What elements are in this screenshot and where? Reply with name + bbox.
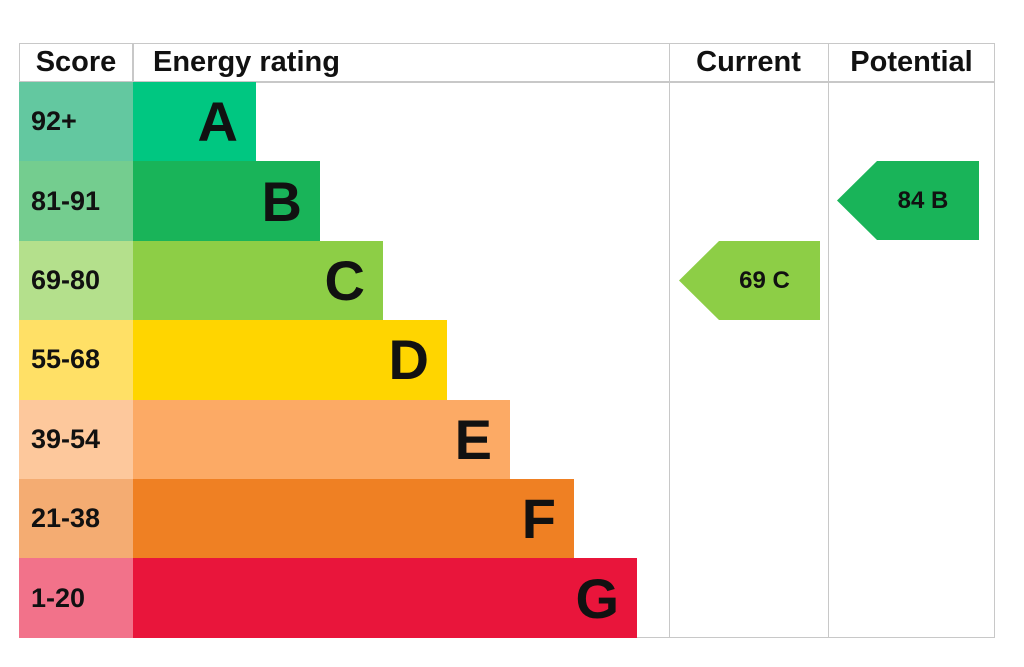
divider — [668, 43, 670, 638]
header-current: Current — [696, 46, 801, 78]
score-range-d: 55-68 — [19, 320, 133, 400]
header-score: Score — [35, 46, 117, 78]
rating-bar-d: D — [133, 320, 447, 400]
score-range-b: 81-91 — [19, 161, 133, 241]
score-range-f: 21-38 — [19, 479, 133, 559]
rating-bar-f: F — [133, 479, 574, 559]
rating-bar-b: B — [133, 161, 320, 241]
rating-bar-g: G — [133, 558, 637, 638]
score-range-c: 69-80 — [19, 240, 133, 321]
score-range-a: 92+ — [19, 82, 133, 162]
header-divider — [19, 81, 995, 83]
score-range-e: 39-54 — [19, 399, 133, 480]
score-range-g: 1-20 — [19, 558, 133, 638]
divider — [827, 43, 829, 638]
rating-bar-c: C — [133, 240, 383, 321]
header-energy-rating: Energy rating — [153, 46, 340, 78]
rating-bar-e: E — [133, 399, 510, 480]
header-potential: Potential — [850, 46, 973, 78]
rating-bar-a: A — [133, 82, 256, 162]
